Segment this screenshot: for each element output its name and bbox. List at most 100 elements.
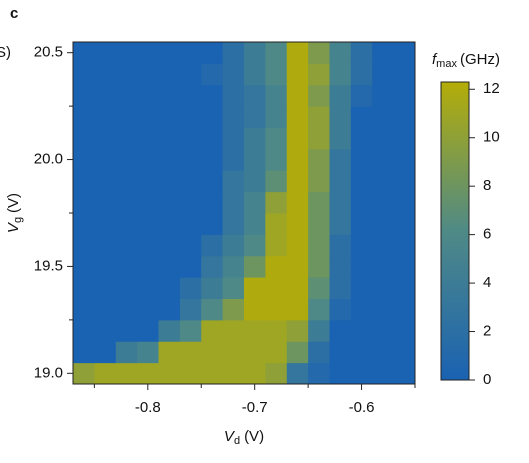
heatmap-cell xyxy=(393,213,416,235)
heatmap-cell xyxy=(222,213,245,235)
heatmap-cell xyxy=(329,42,352,64)
heatmap-cell xyxy=(137,191,159,214)
heatmap-cell xyxy=(265,319,288,342)
heatmap-cell xyxy=(372,63,395,86)
heatmap-cell xyxy=(115,106,138,128)
heatmap-cell xyxy=(179,319,202,342)
heatmap-cell xyxy=(329,234,352,257)
heatmap-cell xyxy=(265,234,288,257)
heatmap-cell xyxy=(308,191,330,214)
heatmap-cell xyxy=(73,319,95,342)
heatmap-cell xyxy=(115,341,138,364)
heatmap-cell xyxy=(222,106,245,128)
heatmap-cell xyxy=(201,63,224,86)
heatmap-cell xyxy=(329,255,352,278)
heatmap-cell xyxy=(115,84,138,107)
heatmap-cell xyxy=(158,170,181,193)
heatmap-cell xyxy=(94,362,117,385)
heatmap-cell xyxy=(244,319,266,342)
heatmap-cell xyxy=(222,170,245,193)
heatmap-cell xyxy=(94,319,117,342)
x-tick-label: -0.6 xyxy=(349,399,375,416)
heatmap-cell xyxy=(201,298,224,321)
heatmap-cell xyxy=(308,255,330,278)
heatmap-cell xyxy=(158,362,181,385)
heatmap-cell xyxy=(244,234,266,257)
y-tick-label: 19.0 xyxy=(34,364,63,381)
heatmap-cell xyxy=(115,234,138,257)
heatmap-cell xyxy=(73,255,95,278)
heatmap-cell xyxy=(115,127,138,150)
heatmap-cell xyxy=(329,341,352,364)
heatmap-cell xyxy=(350,63,373,86)
heatmap-cell xyxy=(372,341,395,364)
heatmap-cell xyxy=(73,341,95,364)
heatmap-cell xyxy=(393,319,416,342)
heatmap-cell xyxy=(94,255,117,278)
heatmap-cell xyxy=(286,191,309,214)
colorbar-tick-label: 0 xyxy=(483,371,491,388)
heatmap-cell xyxy=(244,213,266,235)
heatmap-cell xyxy=(350,84,373,107)
heatmap-cell xyxy=(179,298,202,321)
heatmap-cell xyxy=(286,213,309,235)
heatmap-cell xyxy=(265,42,288,64)
heatmap-cell xyxy=(201,234,224,257)
heatmap-cell xyxy=(308,127,330,150)
heatmap-cell xyxy=(350,170,373,193)
heatmap-cell xyxy=(350,191,373,214)
heatmap-cell xyxy=(286,298,309,321)
heatmap-cell xyxy=(137,127,159,150)
heatmap-cell xyxy=(308,213,330,235)
y-tick-label: 20.5 xyxy=(34,44,63,61)
heatmap-cell xyxy=(158,63,181,86)
colorbar-label: fmax (GHz) xyxy=(432,51,500,70)
heatmap-cell xyxy=(222,127,245,150)
heatmap-cell xyxy=(372,106,395,128)
heatmap-cell xyxy=(73,63,95,86)
y-tick-label: 19.5 xyxy=(34,257,63,274)
heatmap-cell xyxy=(179,127,202,150)
heatmap-cell xyxy=(393,255,416,278)
heatmap-cell xyxy=(115,191,138,214)
x-tick-label: -0.8 xyxy=(135,399,161,416)
heatmap-cell xyxy=(158,341,181,364)
heatmap-cell xyxy=(308,298,330,321)
heatmap-cell xyxy=(158,42,181,64)
heatmap-cell xyxy=(329,106,352,128)
heatmap-cell xyxy=(222,277,245,299)
heatmap-cell xyxy=(286,277,309,299)
heatmap-cell xyxy=(329,170,352,193)
heatmap-cell xyxy=(179,170,202,193)
heatmap-cell xyxy=(137,234,159,257)
heatmap-cell xyxy=(393,148,416,171)
heatmap-cell xyxy=(350,277,373,299)
heatmap-cell xyxy=(393,127,416,150)
heatmap-cell xyxy=(350,298,373,321)
heatmap-cell xyxy=(329,84,352,107)
heatmap-cell xyxy=(393,362,416,385)
heatmap-cell xyxy=(350,255,373,278)
heatmap-cell xyxy=(137,106,159,128)
heatmap-cell xyxy=(201,341,224,364)
heatmap-cell xyxy=(265,148,288,171)
heatmap-cell xyxy=(201,277,224,299)
heatmap-cell xyxy=(94,277,117,299)
heatmap-cell xyxy=(308,362,330,385)
heatmap-cell xyxy=(286,148,309,171)
heatmap-cell xyxy=(222,298,245,321)
heatmap-cell xyxy=(158,191,181,214)
heatmap-cell xyxy=(201,319,224,342)
heatmap-cell xyxy=(158,234,181,257)
heatmap-cell xyxy=(350,319,373,342)
heatmap-cell xyxy=(286,341,309,364)
heatmap-cell xyxy=(222,255,245,278)
heatmap-cell xyxy=(94,148,117,171)
heatmap-cell xyxy=(158,255,181,278)
heatmap-cell xyxy=(286,106,309,128)
heatmap-cell xyxy=(372,362,395,385)
heatmap-cell xyxy=(265,213,288,235)
heatmap-cell xyxy=(73,298,95,321)
heatmap-cell xyxy=(201,213,224,235)
heatmap-cell xyxy=(372,170,395,193)
